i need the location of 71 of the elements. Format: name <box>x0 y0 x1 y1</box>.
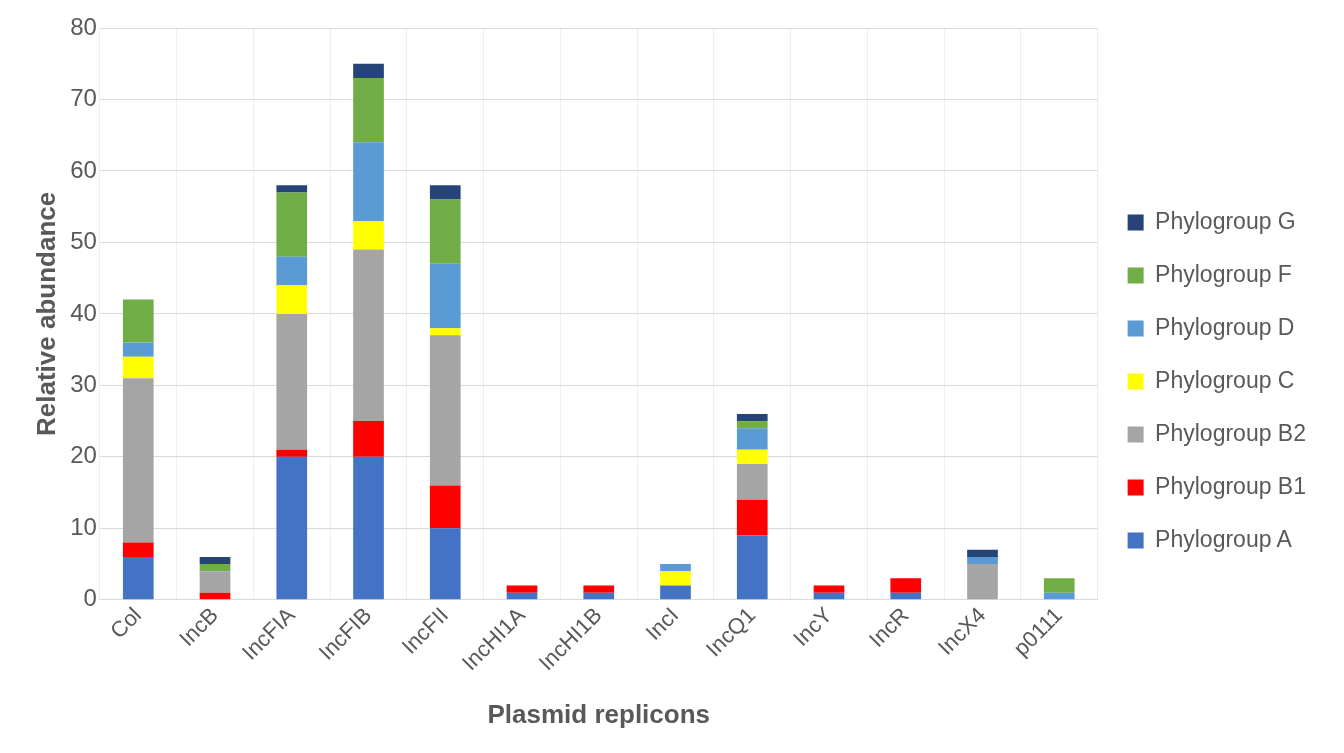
y-axis-title: Relative abundance <box>30 191 61 436</box>
y-tick-label: 70 <box>70 84 97 112</box>
bar <box>122 556 154 600</box>
bar <box>122 542 154 557</box>
bar <box>813 585 845 593</box>
legend-label: Phylogroup B2 <box>1155 419 1307 446</box>
bar <box>429 528 461 600</box>
bar <box>736 413 768 422</box>
bar <box>353 63 384 79</box>
bar <box>122 378 154 543</box>
x-tick-label: IncI <box>640 602 684 646</box>
y-tick-label: 20 <box>70 441 97 469</box>
bar <box>122 356 154 379</box>
bar <box>1043 592 1075 600</box>
y-tick-label: 50 <box>70 227 97 255</box>
bar <box>122 299 154 343</box>
bar <box>199 564 231 572</box>
bar <box>660 571 691 586</box>
bar <box>967 549 998 557</box>
y-tick-label: 80 <box>70 12 97 40</box>
bar <box>276 456 308 600</box>
bar <box>583 592 615 600</box>
bar <box>967 564 998 600</box>
bar <box>890 578 922 593</box>
bar <box>353 142 384 221</box>
bar <box>736 499 768 536</box>
bar <box>353 456 384 600</box>
bar <box>199 571 231 593</box>
bar <box>429 328 461 336</box>
bar <box>276 192 308 257</box>
y-tick-label: 10 <box>70 512 97 540</box>
legend-label: Phylogroup D <box>1155 313 1295 340</box>
bar <box>276 185 308 193</box>
bar <box>967 556 998 565</box>
bar <box>353 78 384 143</box>
legend-label: Phylogroup B1 <box>1155 472 1307 499</box>
bar <box>736 449 768 464</box>
bar <box>1043 578 1075 593</box>
bar <box>199 556 231 565</box>
bar <box>353 421 384 457</box>
bar <box>890 592 922 600</box>
legend-label: Phylogroup C <box>1155 366 1295 393</box>
bar <box>660 564 691 572</box>
bar <box>736 421 768 429</box>
bar <box>429 185 461 200</box>
bar <box>276 285 308 314</box>
legend-label: Phylogroup G <box>1155 207 1296 234</box>
bar <box>122 342 154 357</box>
y-tick-label: 30 <box>70 370 97 397</box>
legend-label: Phylogroup F <box>1155 260 1292 287</box>
bar <box>736 428 768 450</box>
bar <box>429 485 461 529</box>
bar <box>353 220 384 250</box>
legend-label: Phylogroup A <box>1155 525 1293 552</box>
bar <box>506 585 538 593</box>
bar <box>276 449 308 457</box>
bar <box>660 585 691 600</box>
y-tick-label: 60 <box>70 155 97 183</box>
bar <box>429 335 461 486</box>
y-tick-label: 0 <box>83 584 97 612</box>
bar <box>736 464 768 500</box>
bar <box>429 199 461 264</box>
x-axis-title: Plasmid replicons <box>487 698 711 729</box>
x-tick-label: Col <box>105 602 147 644</box>
bar <box>353 249 384 422</box>
bar <box>429 263 461 329</box>
y-tick-label: 40 <box>70 298 97 326</box>
bar <box>276 313 308 450</box>
bar <box>276 256 308 286</box>
bar <box>583 585 615 593</box>
bar <box>736 535 768 600</box>
